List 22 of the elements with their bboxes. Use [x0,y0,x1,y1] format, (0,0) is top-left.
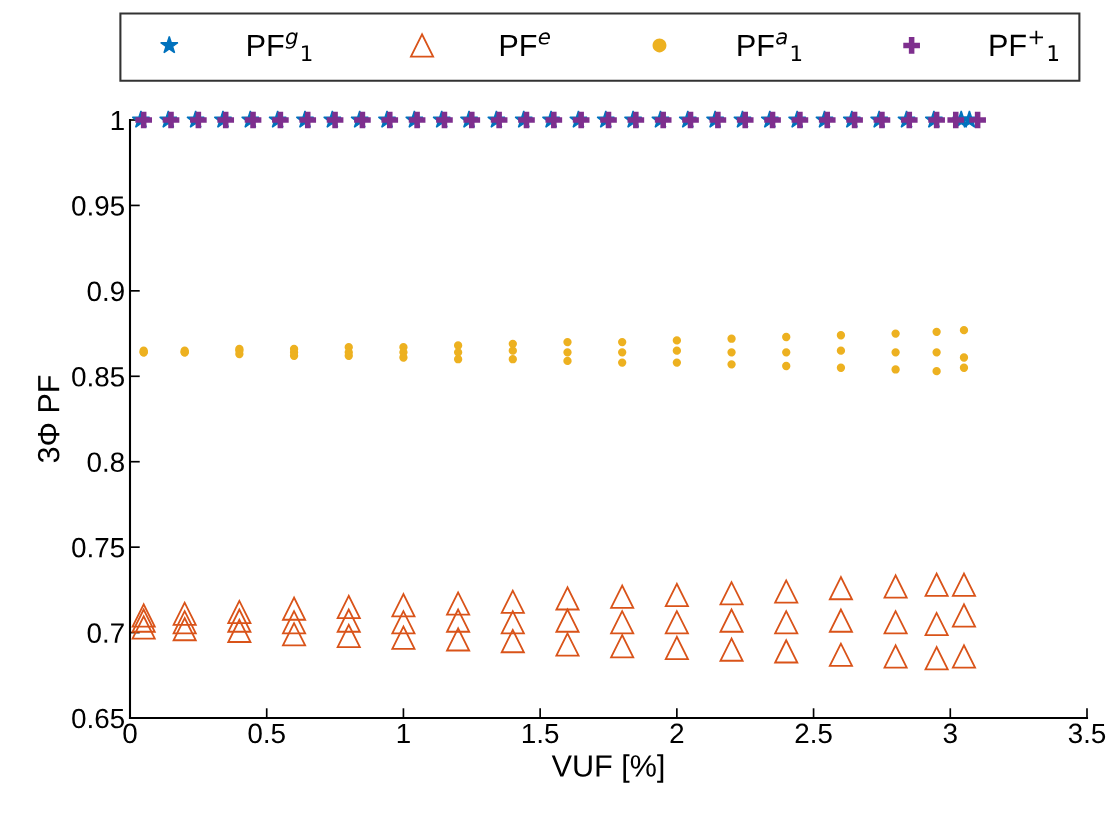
legend-label: PF$^{a}$$_{1}$ [738,32,802,61]
x-tick-label: 3 [943,723,957,744]
legend-label: PF$^{+}$$_{1}$ [990,30,1059,61]
y-tick-label: 1 [111,110,124,131]
legend-label: PF$^{g}$$_{1}$ [248,32,312,61]
y-tick-label: 0.85 [72,366,124,387]
x-tick-label: 1 [397,723,410,743]
x-tick-label: 3.5 [1068,723,1106,744]
x-tick-label: 2 [670,723,684,743]
y-tick-label: 0.9 [87,281,124,302]
x-axis-title: VUF [%] [551,754,664,783]
x-tick-label: 0 [123,723,137,744]
x-tick-label: 0.5 [248,723,285,744]
y-tick-label: 0.65 [72,708,124,729]
y-axis-title: 3Φ PF [37,375,60,463]
x-tick-label: 1.5 [522,723,559,744]
y-tick-label: 0.75 [72,537,124,558]
legend-label: PF$^{e}$ [500,32,550,56]
y-tick-label: 0.95 [72,196,124,216]
y-tick-label: 0.7 [87,623,124,643]
y-tick-label: 0.8 [87,452,124,473]
x-tick-label: 2.5 [795,723,832,744]
